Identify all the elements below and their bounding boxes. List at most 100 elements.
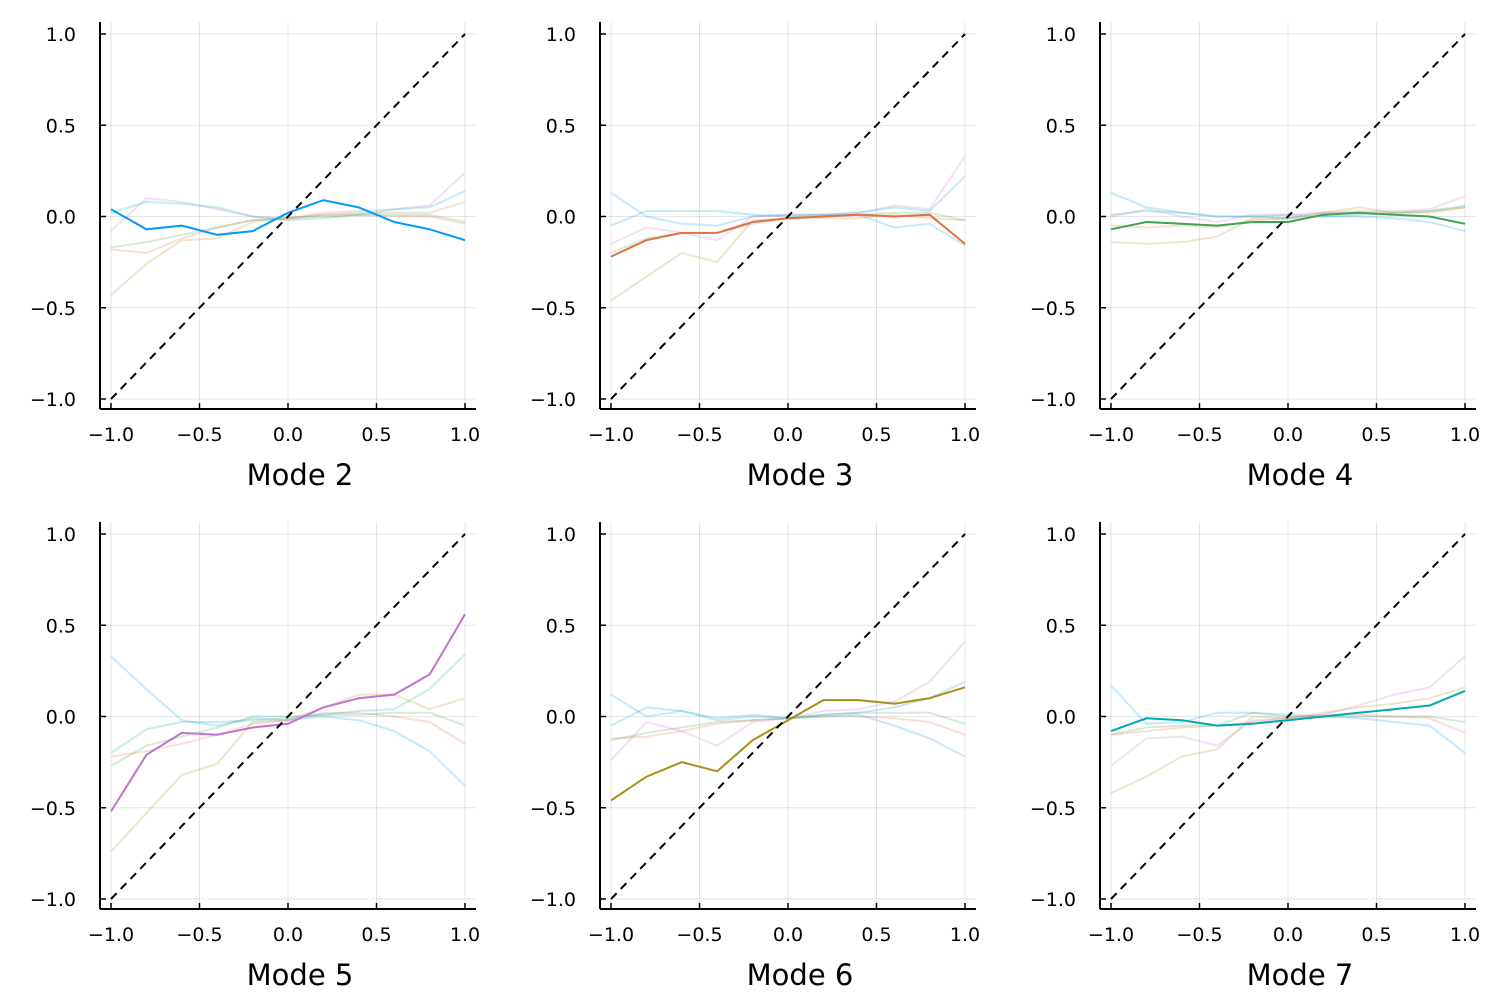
y-tick-label: 1.0 <box>46 24 76 46</box>
x-tick-label: 0.0 <box>273 924 303 946</box>
x-axis-label: Mode 3 <box>747 458 854 492</box>
x-tick-label: 0.5 <box>361 924 391 946</box>
y-tick-label: −0.5 <box>30 298 76 320</box>
y-tick-label: 1.0 <box>1046 24 1076 46</box>
x-tick-label: 1.0 <box>950 424 980 446</box>
y-tick-label: −1.0 <box>30 389 76 411</box>
y-tick-label: −1.0 <box>1030 889 1076 911</box>
chart-panel-6: −1.0 −1.0 −0.5 −0.5 0.0 0.0 0.5 0.5 1.0 1.0 Mode 7 <box>1030 522 1480 992</box>
chart-panel-1: −1.0 −1.0 −0.5 −0.5 0.0 0.0 0.5 0.5 1.0 1.0 Mode 2 <box>30 22 480 492</box>
background-series-line <box>110 655 466 787</box>
background-series-line <box>1110 655 1466 767</box>
x-tick-label: 0.0 <box>273 424 303 446</box>
background-series-line <box>610 711 966 742</box>
x-tick-label: 1.0 <box>1450 924 1480 946</box>
x-tick-label: −0.5 <box>1176 924 1222 946</box>
identity-reference-line <box>1110 33 1466 400</box>
x-tick-label: −0.5 <box>1176 424 1222 446</box>
x-tick-label: −1.0 <box>588 924 634 946</box>
x-tick-label: −0.5 <box>676 924 722 946</box>
y-tick-label: 0.5 <box>546 115 576 137</box>
chart-panel-5: −1.0 −1.0 −0.5 −0.5 0.0 0.0 0.5 0.5 1.0 1.0 Mode 6 <box>530 522 980 992</box>
chart-panel-3: −1.0 −1.0 −0.5 −0.5 0.0 0.0 0.5 0.5 1.0 1.0 Mode 4 <box>1030 22 1480 492</box>
x-axis-label: Mode 6 <box>747 958 854 992</box>
background-series-line <box>610 680 966 727</box>
identity-reference-line <box>610 533 966 900</box>
background-series-line <box>1110 206 1466 245</box>
background-series-line <box>110 653 466 754</box>
background-series-line <box>110 189 466 222</box>
y-tick-label: −0.5 <box>1030 798 1076 820</box>
background-series-line <box>610 693 966 758</box>
identity-reference-line <box>110 33 466 400</box>
x-tick-label: 0.5 <box>861 424 891 446</box>
y-tick-label: 1.0 <box>546 24 576 46</box>
y-tick-label: −0.5 <box>530 798 576 820</box>
x-tick-label: 0.5 <box>861 924 891 946</box>
x-tick-label: −1.0 <box>88 924 134 946</box>
background-series-line <box>610 191 966 247</box>
y-tick-label: 0.5 <box>46 615 76 637</box>
x-tick-label: 0.5 <box>1361 424 1391 446</box>
background-series-line <box>610 155 966 245</box>
y-tick-label: 0.5 <box>546 615 576 637</box>
background-series-line <box>110 213 466 249</box>
x-tick-label: −0.5 <box>676 424 722 446</box>
background-series-line <box>610 641 966 761</box>
background-series-line <box>110 171 466 232</box>
y-tick-label: 0.0 <box>1046 207 1076 229</box>
x-tick-label: 1.0 <box>450 924 480 946</box>
y-tick-label: −0.5 <box>30 798 76 820</box>
background-series-line <box>1110 684 1466 754</box>
highlight-series-line <box>1110 211 1466 231</box>
x-tick-label: 1.0 <box>1450 424 1480 446</box>
y-tick-label: −1.0 <box>30 889 76 911</box>
x-tick-label: 0.5 <box>361 424 391 446</box>
y-tick-label: 0.0 <box>46 707 76 729</box>
background-series-line <box>110 711 466 758</box>
y-tick-label: 1.0 <box>46 524 76 546</box>
background-series-line <box>110 213 466 255</box>
x-axis-label: Mode 7 <box>1247 958 1354 992</box>
x-tick-label: 0.0 <box>773 924 803 946</box>
background-series-line <box>1110 191 1466 233</box>
chart-panel-4: −1.0 −1.0 −0.5 −0.5 0.0 0.0 0.5 0.5 1.0 1.0 Mode 5 <box>30 522 480 992</box>
background-series-line <box>610 715 966 740</box>
highlight-series-line <box>610 686 966 802</box>
x-tick-label: −0.5 <box>176 924 222 946</box>
highlight-series-line <box>610 213 966 258</box>
x-tick-label: 0.0 <box>773 424 803 446</box>
y-tick-label: −1.0 <box>530 889 576 911</box>
x-tick-label: −1.0 <box>88 424 134 446</box>
y-tick-label: −1.0 <box>530 389 576 411</box>
x-tick-label: 0.0 <box>1273 424 1303 446</box>
y-tick-label: 1.0 <box>1046 524 1076 546</box>
background-series-line <box>1110 195 1466 224</box>
identity-reference-line <box>110 533 466 900</box>
chart-panel-2: −1.0 −1.0 −0.5 −0.5 0.0 0.0 0.5 0.5 1.0 1.0 Mode 3 <box>530 22 980 492</box>
highlight-series-line <box>110 613 466 812</box>
y-tick-label: 0.0 <box>546 707 576 729</box>
y-tick-label: 1.0 <box>546 524 576 546</box>
background-series-line <box>1110 204 1466 220</box>
x-tick-label: −1.0 <box>1088 424 1134 446</box>
x-tick-label: 0.0 <box>1273 924 1303 946</box>
x-tick-label: 0.5 <box>1361 924 1391 946</box>
x-tick-label: 1.0 <box>950 924 980 946</box>
x-tick-label: −0.5 <box>176 424 222 446</box>
background-series-line <box>110 200 466 296</box>
y-tick-label: 0.0 <box>546 207 576 229</box>
y-tick-label: −0.5 <box>530 298 576 320</box>
identity-reference-line <box>1110 533 1466 900</box>
x-tick-label: 1.0 <box>450 424 480 446</box>
y-tick-label: 0.5 <box>1046 115 1076 137</box>
y-tick-label: 0.5 <box>46 115 76 137</box>
y-tick-label: −0.5 <box>1030 298 1076 320</box>
x-axis-label: Mode 5 <box>247 958 354 992</box>
y-tick-label: −1.0 <box>1030 389 1076 411</box>
highlight-series-line <box>110 199 466 242</box>
y-tick-label: 0.0 <box>1046 707 1076 729</box>
highlight-series-line <box>1110 689 1466 733</box>
identity-reference-line <box>610 33 966 400</box>
